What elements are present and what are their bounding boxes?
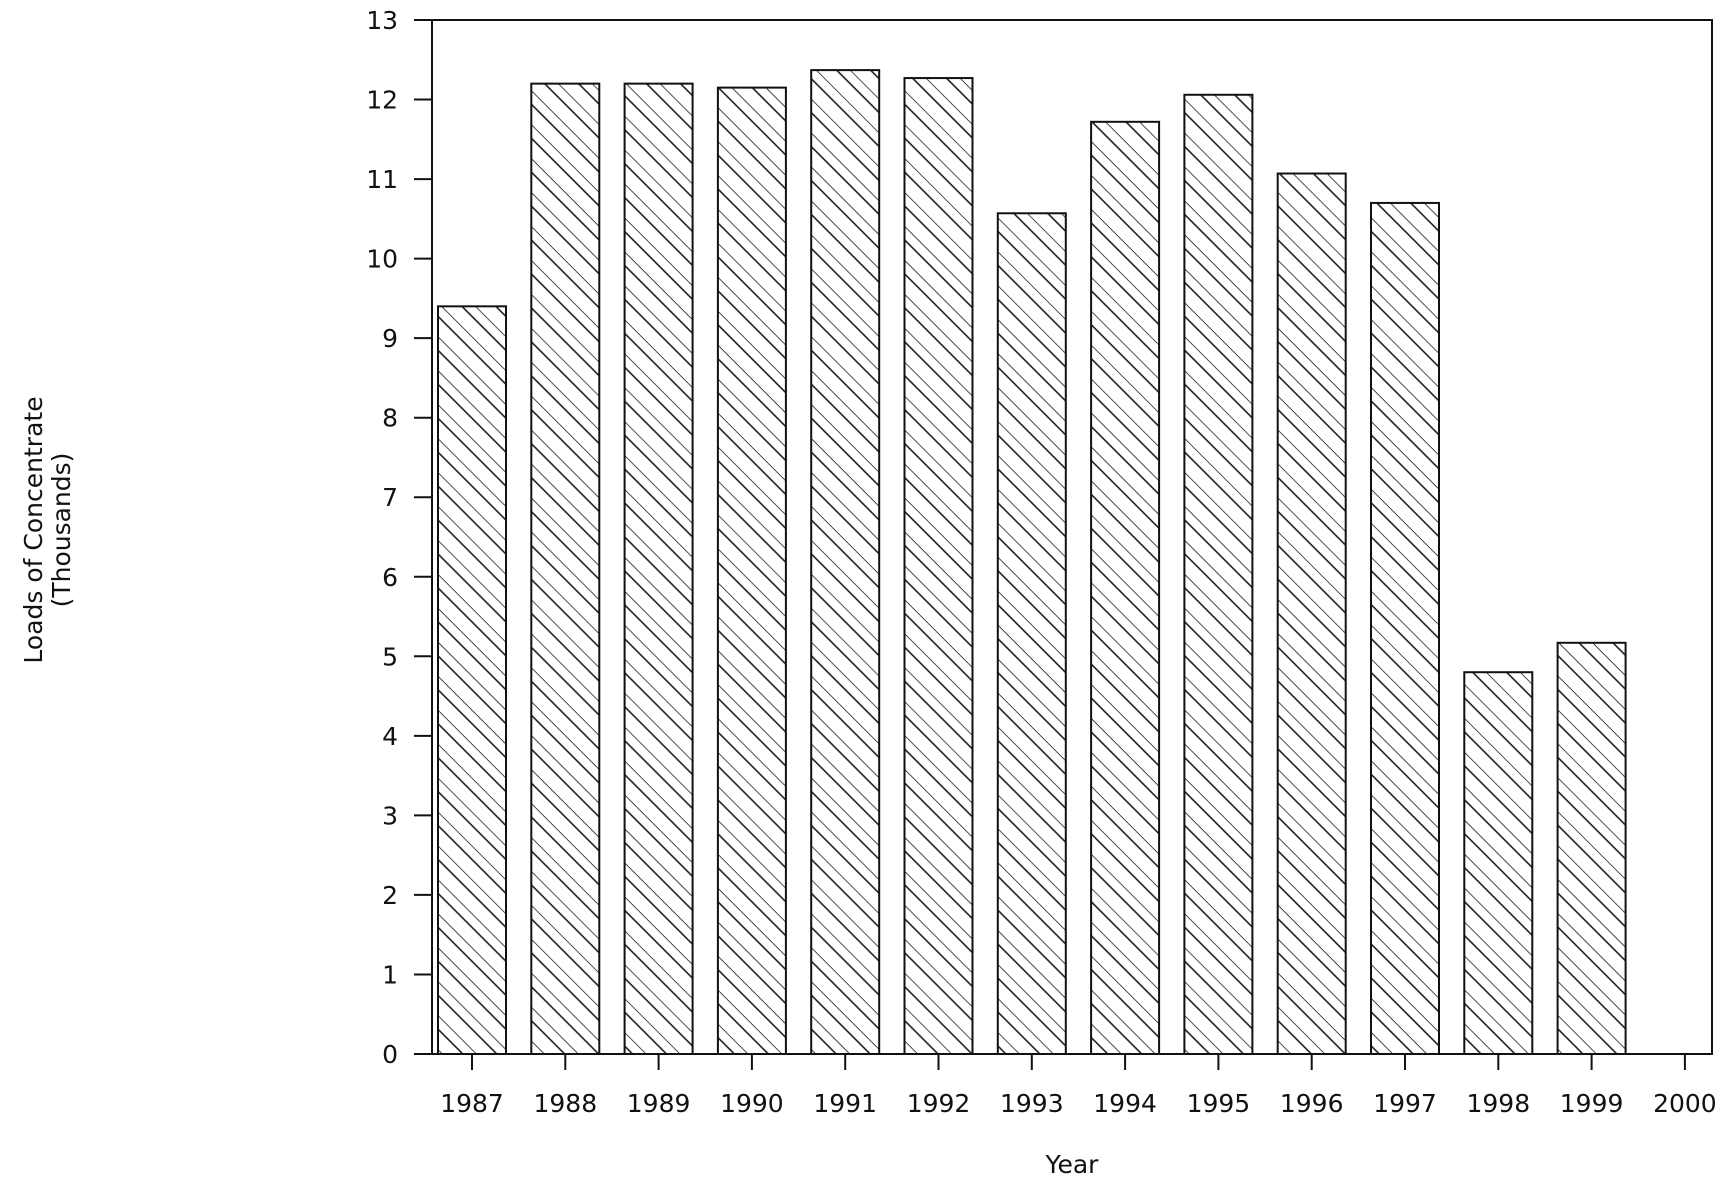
y-tick-label: 10 xyxy=(366,245,398,274)
y-tick-label: 9 xyxy=(382,324,398,353)
y-tick-label: 4 xyxy=(382,722,398,751)
x-tick-label: 1989 xyxy=(627,1089,691,1118)
bar-1997 xyxy=(1370,201,1440,1055)
x-axis-title: Year xyxy=(1045,1150,1100,1179)
x-tick-label: 1995 xyxy=(1187,1089,1251,1118)
bar-1988 xyxy=(530,82,601,1055)
bar-1987 xyxy=(437,305,507,1056)
x-tick-label: 2000 xyxy=(1653,1089,1717,1118)
y-tick-label: 2 xyxy=(382,881,398,910)
x-tick-label: 1987 xyxy=(440,1089,504,1118)
bar-1999 xyxy=(1556,641,1627,1055)
bar-1990 xyxy=(716,86,787,1056)
y-tick-label: 7 xyxy=(382,483,398,512)
x-tick-label: 1998 xyxy=(1466,1089,1530,1118)
bar-1994 xyxy=(1090,120,1161,1056)
x-tick-label: 1990 xyxy=(720,1089,784,1118)
bar-1993 xyxy=(996,212,1067,1056)
bar-1998 xyxy=(1463,671,1534,1055)
bar-1991 xyxy=(810,69,881,1055)
y-tick-label: 0 xyxy=(382,1040,398,1069)
y-tick-label: 8 xyxy=(382,404,398,433)
x-tick-label: 1988 xyxy=(533,1089,597,1118)
y-tick-label: 6 xyxy=(382,563,398,592)
y-tick-label: 11 xyxy=(366,165,398,194)
y-axis-subtitle: (Thousands) xyxy=(47,453,76,608)
x-tick-label: 1993 xyxy=(1000,1089,1064,1118)
x-tick-label: 1997 xyxy=(1373,1089,1437,1118)
y-tick-label: 1 xyxy=(382,960,398,989)
bar-1989 xyxy=(623,82,694,1055)
y-tick-label: 12 xyxy=(366,86,398,115)
x-tick-label: 1992 xyxy=(907,1089,971,1118)
bar-1996 xyxy=(1276,172,1347,1056)
bars-group xyxy=(437,69,1627,1056)
y-axis-title: Loads of Concentrate xyxy=(19,396,48,663)
bar-1992 xyxy=(903,77,974,1056)
x-axis: 1987 1988 1989 1990 1991 1992 1993 1994 1995 1996… xyxy=(414,1053,1717,1118)
x-tick-label: 1994 xyxy=(1093,1089,1157,1118)
x-tick-label: 1996 xyxy=(1280,1089,1344,1118)
x-tick-label: 1991 xyxy=(813,1089,877,1118)
y-tick-label: 13 xyxy=(366,6,398,35)
bar-1995 xyxy=(1183,93,1254,1055)
y-tick-label: 3 xyxy=(382,801,398,830)
x-tick-label: 1999 xyxy=(1560,1089,1624,1118)
y-tick-label: 5 xyxy=(382,642,398,671)
